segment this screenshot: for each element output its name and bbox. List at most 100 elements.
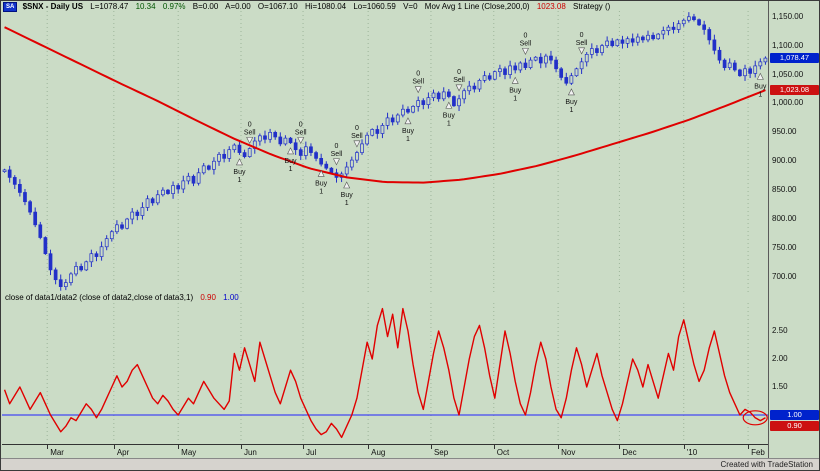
price-tick-label: 1,000.00 — [772, 98, 804, 108]
price-chart-svg: Buy10SellBuy10SellBuy10SellBuy10SellBuy1… — [2, 11, 768, 293]
month-tick — [558, 445, 560, 449]
svg-text:Buy: Buy — [402, 128, 415, 135]
month-tick — [368, 445, 370, 449]
svg-text:Sell: Sell — [244, 129, 256, 136]
month-label: Jul — [306, 448, 317, 457]
month-tick — [748, 445, 750, 449]
svg-text:Buy: Buy — [754, 83, 767, 90]
bid-label: B=0.00 — [192, 2, 219, 11]
svg-text:0: 0 — [416, 71, 420, 78]
month-label: Apr — [116, 448, 130, 457]
svg-text:Sell: Sell — [520, 40, 532, 47]
price-tick-label: 1,050.00 — [772, 69, 804, 79]
svg-text:1: 1 — [319, 188, 323, 195]
buy-arrow-icon — [287, 147, 295, 155]
high-label: Hi=1080.04 — [304, 2, 347, 11]
volume-label: V=0 — [403, 2, 418, 11]
oscillator-svg — [2, 303, 768, 443]
month-label: Nov — [561, 448, 576, 457]
month-label: Jun — [243, 448, 257, 457]
month-label: Mar — [50, 448, 64, 457]
price-tick-label: 850.00 — [772, 185, 797, 195]
buy-arrow-icon — [567, 88, 575, 96]
time-axis[interactable]: Mar Apr May Jun Jul Aug Sep Oct Nov Dec '10 Feb — [2, 444, 768, 459]
ratio-line — [3, 307, 766, 439]
price-tick-label: 900.00 — [772, 156, 797, 166]
indicator-value-label: 1023.08 — [536, 2, 566, 11]
svg-text:1: 1 — [513, 95, 517, 102]
subchart-title: close of data1/data2 (close of data2,clo… — [5, 293, 194, 302]
open-label: O=1067.10 — [257, 2, 298, 11]
month-label: May — [181, 448, 197, 457]
month-tick — [178, 445, 180, 449]
oscillator-tick-label: 2.50 — [772, 326, 788, 335]
buy-arrow-icon — [511, 76, 519, 84]
buy-arrow-icon — [445, 101, 453, 109]
svg-text:1: 1 — [345, 200, 349, 207]
svg-text:1: 1 — [289, 166, 293, 173]
svg-text:0: 0 — [355, 125, 359, 132]
subchart-header: close of data1/data2 (close of data2,clo… — [5, 293, 244, 303]
sell-arrow-icon — [353, 140, 361, 148]
highlight-ellipse — [742, 410, 768, 426]
status-bar: Created with TradeStation — [1, 458, 819, 470]
month-tick — [430, 445, 432, 449]
svg-text:0: 0 — [335, 143, 339, 150]
price-tick-label: 750.00 — [772, 242, 797, 252]
svg-text:1: 1 — [569, 107, 573, 114]
buy-arrow-icon — [756, 72, 764, 80]
svg-text:Sell: Sell — [412, 79, 424, 86]
svg-text:Buy: Buy — [509, 87, 522, 94]
sell-arrow-icon — [414, 86, 422, 94]
app-icon[interactable]: SA — [3, 2, 18, 12]
svg-text:Sell: Sell — [351, 133, 363, 140]
ask-label: A=0.00 — [225, 2, 251, 11]
price-axis[interactable]: 1,150.00 1,100.00 1,050.00 1,000.00 950.00 90… — [768, 1, 819, 458]
subchart-blue-value: 1.00 — [223, 293, 239, 302]
svg-text:1: 1 — [447, 120, 451, 127]
price-tick-label: 1,100.00 — [772, 40, 804, 50]
subchart-red-value: 0.90 — [200, 293, 216, 302]
svg-text:0: 0 — [457, 69, 461, 76]
month-tick — [619, 445, 621, 449]
sell-arrow-icon — [333, 158, 340, 166]
main-price-chart[interactable]: Buy 1 0 Sell Buy 1 0 Sell Buy 1 0 Sell Buy 1 0 Sell Buy 1… — [2, 11, 768, 293]
svg-text:Buy: Buy — [443, 112, 456, 119]
sell-arrow-icon — [297, 137, 305, 145]
month-label: Dec — [622, 448, 637, 457]
month-tick — [240, 445, 242, 449]
reference-line-badge: 1.00 — [770, 410, 819, 420]
buy-arrow-icon — [404, 117, 412, 125]
created-with-label: Created with TradeStation — [720, 460, 814, 469]
ma-value-badge: 1,023.08 — [770, 85, 819, 96]
svg-text:Buy: Buy — [284, 158, 297, 165]
month-label: '10 — [686, 448, 698, 457]
month-label: Oct — [496, 448, 510, 457]
last-price-badge: 1,078.47 — [770, 53, 819, 64]
month-tick — [683, 445, 685, 449]
svg-text:Buy: Buy — [233, 169, 246, 176]
svg-text:Buy: Buy — [341, 192, 354, 199]
net-change-label: 10.34 — [135, 2, 156, 11]
svg-text:Sell: Sell — [576, 40, 588, 47]
oscillator-tick-label: 1.50 — [772, 382, 788, 391]
oscillator-tick-label: 2.00 — [772, 354, 788, 363]
buy-arrow-icon — [343, 181, 351, 189]
low-label: Lo=1060.59 — [353, 2, 396, 11]
buy-arrow-icon — [235, 158, 243, 166]
month-tick — [47, 445, 49, 449]
svg-text:Buy: Buy — [315, 180, 328, 187]
oscillator-chart[interactable] — [2, 303, 768, 443]
candlestick-series — [2, 12, 768, 291]
sell-arrow-icon — [521, 48, 529, 56]
ratio-value-badge: 0.90 — [770, 421, 819, 431]
svg-text:1: 1 — [238, 177, 242, 184]
